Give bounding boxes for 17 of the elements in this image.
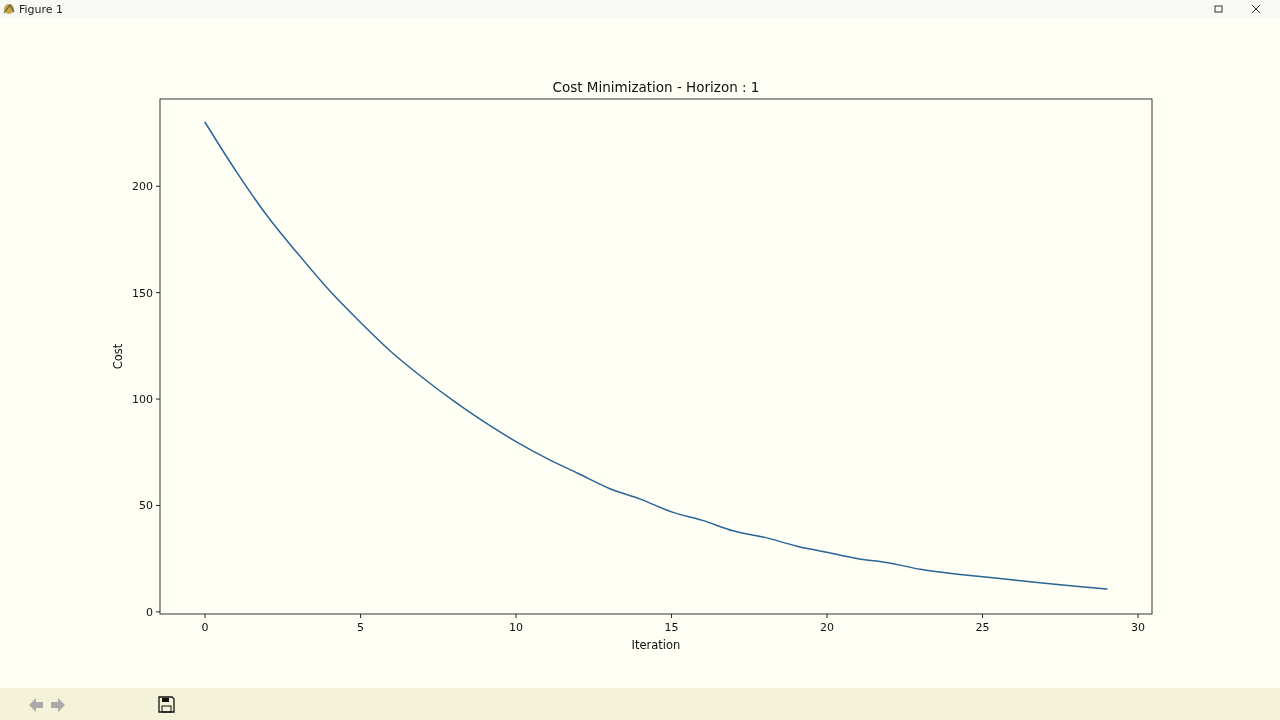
x-tick-label: 10 [509, 621, 524, 634]
caption: Figure 1 [19, 3, 64, 16]
y-axis-title: Cost [111, 343, 125, 370]
y-tick-label: 200 [132, 180, 153, 194]
y-tick-label: 50 [139, 499, 153, 513]
x-tick-label: 0 [201, 621, 209, 634]
x-tick-label: 25 [975, 621, 990, 634]
x-axis-title: Iteration [631, 638, 681, 652]
x-tick-label: 5 [357, 621, 365, 634]
y-tick-label: 150 [132, 286, 153, 300]
y-tick-label: 0 [146, 605, 153, 619]
line-series [204, 121, 1108, 590]
x-tick-label: 30 [1131, 621, 1146, 634]
chart-title: Cost Minimization - Horizon : 1 [552, 79, 760, 95]
y-tick-label: 100 [132, 393, 153, 407]
x-tick-label: 15 [664, 621, 679, 634]
x-tick-label: 20 [820, 621, 835, 634]
